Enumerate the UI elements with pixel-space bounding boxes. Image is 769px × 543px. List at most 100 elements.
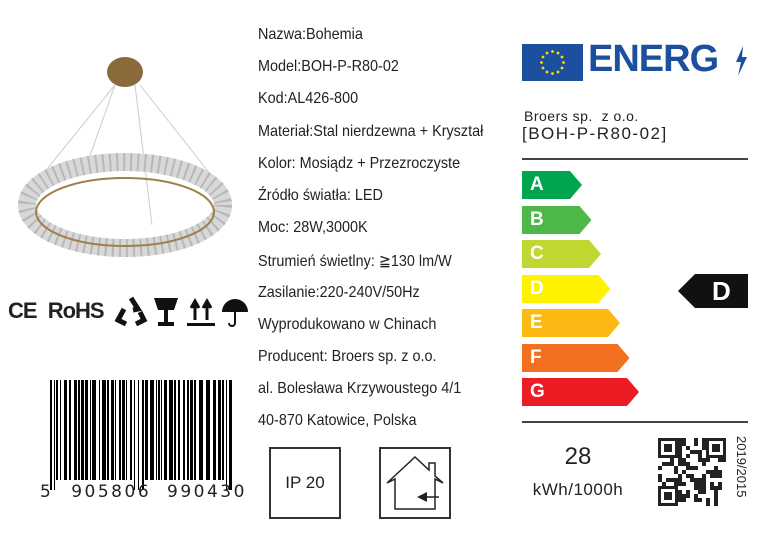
qr-module	[670, 458, 674, 462]
qr-module	[702, 438, 706, 442]
qr-module	[686, 474, 690, 478]
qr-module	[682, 470, 686, 474]
qr-module	[698, 482, 702, 486]
keep-dry-umbrella-icon	[222, 299, 248, 327]
spec-line: Zasilanie:220-240V/50Hz	[258, 283, 420, 301]
barcode-bar	[178, 380, 180, 480]
qr-module	[690, 466, 694, 470]
qr-module	[690, 450, 694, 454]
barcode-bar	[194, 380, 196, 480]
qr-module	[674, 478, 678, 482]
qr-module	[678, 450, 682, 454]
ce-mark: CE	[8, 298, 38, 323]
consumption-unit: kWh/1000h	[532, 480, 624, 499]
barcode-bar	[50, 380, 52, 490]
qr-module	[678, 490, 682, 494]
qr-module	[718, 482, 722, 486]
eu-star	[560, 66, 564, 70]
qr-module	[678, 438, 682, 442]
qr-module	[674, 466, 678, 470]
energy-class-c: C	[522, 240, 601, 268]
qr-module	[694, 478, 698, 482]
qr-module	[714, 498, 718, 502]
qr-module	[678, 442, 682, 446]
qr-code[interactable]	[658, 438, 726, 506]
barcode-bar	[199, 380, 203, 480]
barcode-bar	[54, 380, 55, 490]
fragile-glass-icon	[154, 298, 178, 326]
class-letter: F	[530, 346, 542, 368]
class-letter: C	[530, 243, 544, 264]
qr-module	[678, 458, 682, 462]
barcode-bar	[158, 380, 160, 480]
qr-module	[658, 466, 662, 470]
qr-module	[682, 498, 686, 502]
qr-module	[694, 466, 698, 470]
qr-module	[678, 446, 682, 450]
qr-module	[702, 490, 706, 494]
spec-line: Materiał:Stal nierdzewna + Kryształ	[258, 122, 484, 140]
qr-module	[706, 498, 710, 502]
qr-module	[698, 450, 702, 454]
barcode-bar	[174, 380, 176, 480]
barcode-bar	[145, 380, 148, 480]
qr-module	[702, 442, 706, 446]
this-way-up-icon	[187, 297, 215, 326]
barcode-bar	[213, 380, 216, 480]
qr-module	[702, 486, 706, 490]
qr-module	[714, 486, 718, 490]
qr-module	[674, 470, 678, 474]
barcode-bar	[142, 380, 144, 490]
rating-letter: D	[712, 276, 731, 306]
energy-logo-text: ENERG	[588, 38, 719, 80]
qr-module	[702, 478, 706, 482]
barcode-bar	[183, 380, 185, 480]
qr-module	[694, 494, 698, 498]
qr-module	[714, 474, 718, 478]
qr-module	[710, 474, 714, 478]
barcode-bar	[99, 380, 100, 480]
energy-class-b: B	[522, 205, 592, 234]
qr-module	[678, 474, 682, 478]
qr-module	[662, 482, 666, 486]
barcode-bar	[126, 380, 127, 480]
barcode-bar	[107, 380, 109, 480]
energy-class-a: A	[522, 171, 582, 199]
class-letter: D	[530, 277, 544, 299]
qr-module	[682, 442, 686, 446]
qr-module	[694, 498, 698, 502]
qr-module	[664, 492, 672, 500]
energy-class-d: D	[522, 274, 611, 303]
qr-module	[706, 502, 710, 506]
chandelier-image	[18, 57, 232, 257]
spec-line: Model:BOH-P-R80-02	[258, 58, 399, 76]
lightning-icon	[736, 46, 747, 76]
qr-module	[682, 462, 686, 466]
qr-module	[686, 490, 690, 494]
spec-line: Wyprodukowano w Chinach	[258, 315, 437, 333]
eu-star	[545, 51, 549, 55]
eu-star	[556, 70, 560, 74]
barcode-bar	[102, 380, 106, 480]
qr-module	[670, 478, 674, 482]
barcode-bar	[119, 380, 121, 480]
qr-module	[678, 462, 682, 466]
barcode-bar	[64, 380, 67, 480]
qr-module	[706, 470, 710, 474]
eu-star	[540, 61, 543, 64]
barcode-bar	[138, 380, 139, 490]
class-arrow-shape	[522, 343, 630, 372]
spec-line: Źródło światła: LED	[258, 187, 383, 204]
qr-module	[702, 446, 706, 450]
barcode-bar	[226, 380, 227, 490]
qr-module	[718, 458, 722, 462]
qr-module	[694, 450, 698, 454]
qr-module	[686, 466, 690, 470]
barcode-bar	[206, 380, 210, 480]
supplier-name: Broers sp. z o.o.	[524, 108, 639, 124]
qr-module	[718, 470, 722, 474]
qr-module	[658, 478, 662, 482]
spec-line: 40-870 Katowice, Polska	[258, 412, 417, 430]
qr-module	[678, 482, 682, 486]
energy-class-g: G	[522, 378, 639, 406]
